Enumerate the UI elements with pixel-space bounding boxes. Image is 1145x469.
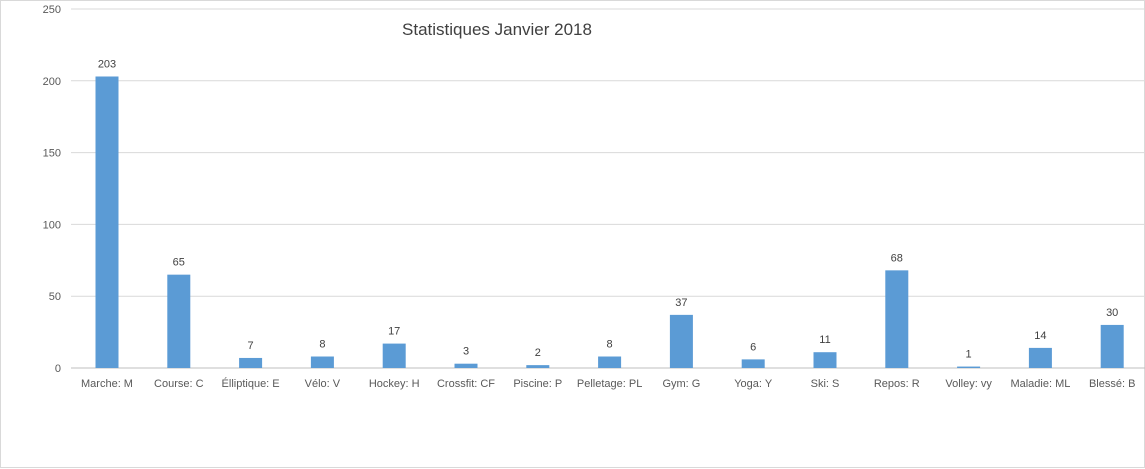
bar — [741, 359, 765, 368]
bar — [1028, 347, 1052, 368]
bar — [885, 270, 909, 368]
data-label: 14 — [1034, 330, 1046, 342]
y-axis-ticks: 0 50 100 150 200 250 — [43, 4, 61, 375]
x-category-label: Blessé: B — [1089, 378, 1135, 390]
x-category-label: Volley: vy — [945, 378, 992, 390]
data-label: 65 — [173, 257, 185, 269]
x-category-label: Yoga: Y — [734, 378, 773, 390]
bar — [1100, 324, 1124, 368]
x-category-label: Marche: M — [81, 378, 133, 390]
y-tick-label: 150 — [43, 148, 61, 160]
data-label: 7 — [248, 340, 254, 352]
bar — [310, 356, 334, 368]
x-category-label: Ski: S — [811, 378, 840, 390]
bar — [95, 76, 119, 368]
y-tick-label: 200 — [43, 76, 61, 88]
chart-title: Statistiques Janvier 2018 — [402, 20, 592, 39]
bar — [239, 357, 263, 368]
y-tick-label: 50 — [49, 291, 61, 303]
y-tick-label: 100 — [43, 219, 61, 231]
data-label: 3 — [463, 346, 469, 358]
x-category-label: Élliptique: E — [222, 377, 280, 390]
x-axis-categories: Marche: M Course: C Élliptique: E Vélo: V Ho… — [81, 377, 1135, 390]
x-category-label: Pelletage: PL — [577, 378, 642, 390]
bar — [454, 363, 478, 368]
gridlines — [71, 8, 1145, 369]
x-category-label: Vélo: V — [305, 378, 341, 390]
bar — [382, 343, 406, 368]
x-category-label: Hockey: H — [369, 378, 420, 390]
data-label: 8 — [319, 339, 325, 351]
data-label: 30 — [1106, 307, 1118, 319]
bar — [526, 365, 550, 368]
x-category-label: Course: C — [154, 378, 204, 390]
data-label: 2 — [535, 347, 541, 359]
x-category-label: Gym: G — [662, 378, 700, 390]
bar — [957, 366, 981, 368]
bar — [813, 352, 837, 368]
data-label: 203 — [98, 58, 116, 70]
data-label: 1 — [966, 349, 972, 361]
data-labels: 203 65 7 8 17 3 2 8 37 6 11 68 1 14 30 — [98, 58, 1119, 360]
y-tick-label: 0 — [55, 363, 61, 375]
x-category-label: Piscine: P — [513, 378, 562, 390]
bar — [598, 356, 622, 368]
data-label: 37 — [675, 297, 687, 309]
bar — [167, 274, 191, 368]
bar — [669, 314, 693, 368]
x-category-label: Crossfit: CF — [437, 378, 495, 390]
x-category-label: Repos: R — [874, 378, 920, 390]
data-label: 11 — [819, 334, 830, 346]
y-tick-label: 250 — [43, 4, 61, 16]
x-category-label: Maladie: ML — [1010, 378, 1070, 390]
data-label: 17 — [388, 326, 400, 338]
data-label: 68 — [891, 252, 903, 264]
bars — [95, 76, 1124, 368]
data-label: 6 — [750, 341, 756, 353]
data-label: 8 — [607, 339, 613, 351]
